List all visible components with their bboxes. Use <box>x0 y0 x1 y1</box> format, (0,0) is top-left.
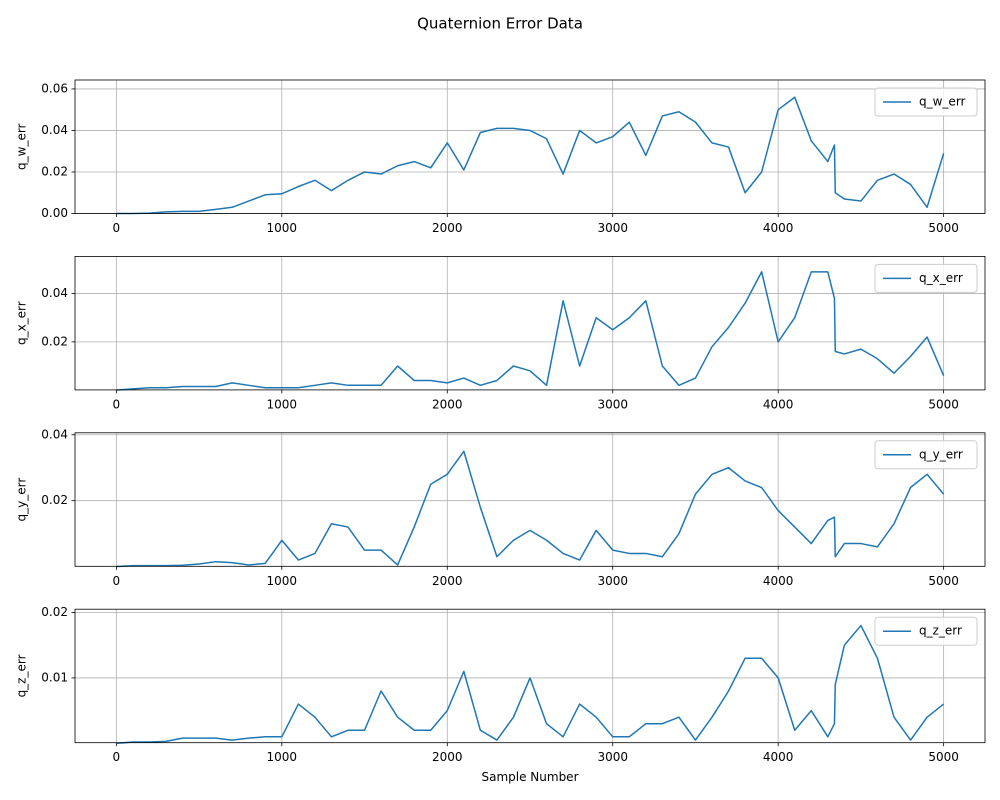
y-axis-label: q_w_err <box>15 123 29 170</box>
legend-label: q_w_err <box>919 95 966 109</box>
x-tick-label: 4000 <box>763 750 794 764</box>
x-tick-label: 2000 <box>432 397 463 411</box>
x-tick-label: 2000 <box>432 574 463 588</box>
y-tick-label: 0.02 <box>41 164 68 178</box>
figure-title: Quaternion Error Data <box>417 15 583 33</box>
y-tick-label: 0.04 <box>41 427 68 441</box>
y-axis-label: q_z_err <box>15 654 29 697</box>
x-tick-label: 4000 <box>763 221 794 235</box>
x-tick-label: 5000 <box>928 397 959 411</box>
y-axis-label: q_y_err <box>15 478 29 522</box>
legend-box <box>874 87 978 117</box>
legend-box <box>874 616 978 646</box>
axes-frame <box>74 608 986 744</box>
axes-frame <box>74 79 986 214</box>
legend: q_w_err <box>874 87 978 117</box>
y-tick-label: 0.02 <box>41 493 68 507</box>
x-tick-label: 4000 <box>763 397 794 411</box>
x-tick-label: 3000 <box>597 574 628 588</box>
axes-frame <box>74 255 986 391</box>
x-tick-label: 3000 <box>597 750 628 764</box>
y-tick-label: 0.04 <box>41 286 68 300</box>
legend: q_z_err <box>874 616 978 646</box>
y-tick-label: 0.04 <box>41 123 68 137</box>
x-tick-label: 5000 <box>928 221 959 235</box>
legend-label: q_z_err <box>919 624 962 638</box>
y-tick-label: 0.00 <box>41 206 68 220</box>
y-tick-label: 0.02 <box>41 605 68 619</box>
x-tick-label: 0 <box>113 574 121 588</box>
data-line <box>116 96 945 215</box>
legend-label: q_x_err <box>919 271 963 285</box>
x-tick-label: 0 <box>113 221 121 235</box>
x-axis-label: Sample Number <box>481 770 578 784</box>
legend-box <box>874 440 978 470</box>
legend: q_x_err <box>874 263 978 293</box>
x-tick-label: 3000 <box>597 397 628 411</box>
x-tick-label: 2000 <box>432 750 463 764</box>
x-tick-label: 1000 <box>267 750 298 764</box>
x-tick-label: 3000 <box>597 221 628 235</box>
data-line <box>116 271 945 391</box>
data-line <box>116 450 945 568</box>
x-tick-label: 5000 <box>928 750 959 764</box>
x-tick-label: 1000 <box>267 397 298 411</box>
x-tick-label: 1000 <box>267 221 298 235</box>
legend: q_y_err <box>874 440 978 470</box>
legend-box <box>874 263 978 293</box>
x-tick-label: 0 <box>113 397 121 411</box>
x-tick-label: 0 <box>113 750 121 764</box>
y-tick-label: 0.01 <box>41 670 68 684</box>
legend-label: q_y_err <box>919 447 963 461</box>
y-tick-label: 0.02 <box>41 334 68 348</box>
x-tick-label: 1000 <box>267 574 298 588</box>
data-line <box>116 624 945 745</box>
y-tick-label: 0.06 <box>41 81 68 95</box>
x-tick-label: 4000 <box>763 574 794 588</box>
y-axis-label: q_x_err <box>15 301 29 345</box>
x-tick-label: 2000 <box>432 221 463 235</box>
axes-frame <box>74 432 986 567</box>
x-tick-label: 5000 <box>928 574 959 588</box>
